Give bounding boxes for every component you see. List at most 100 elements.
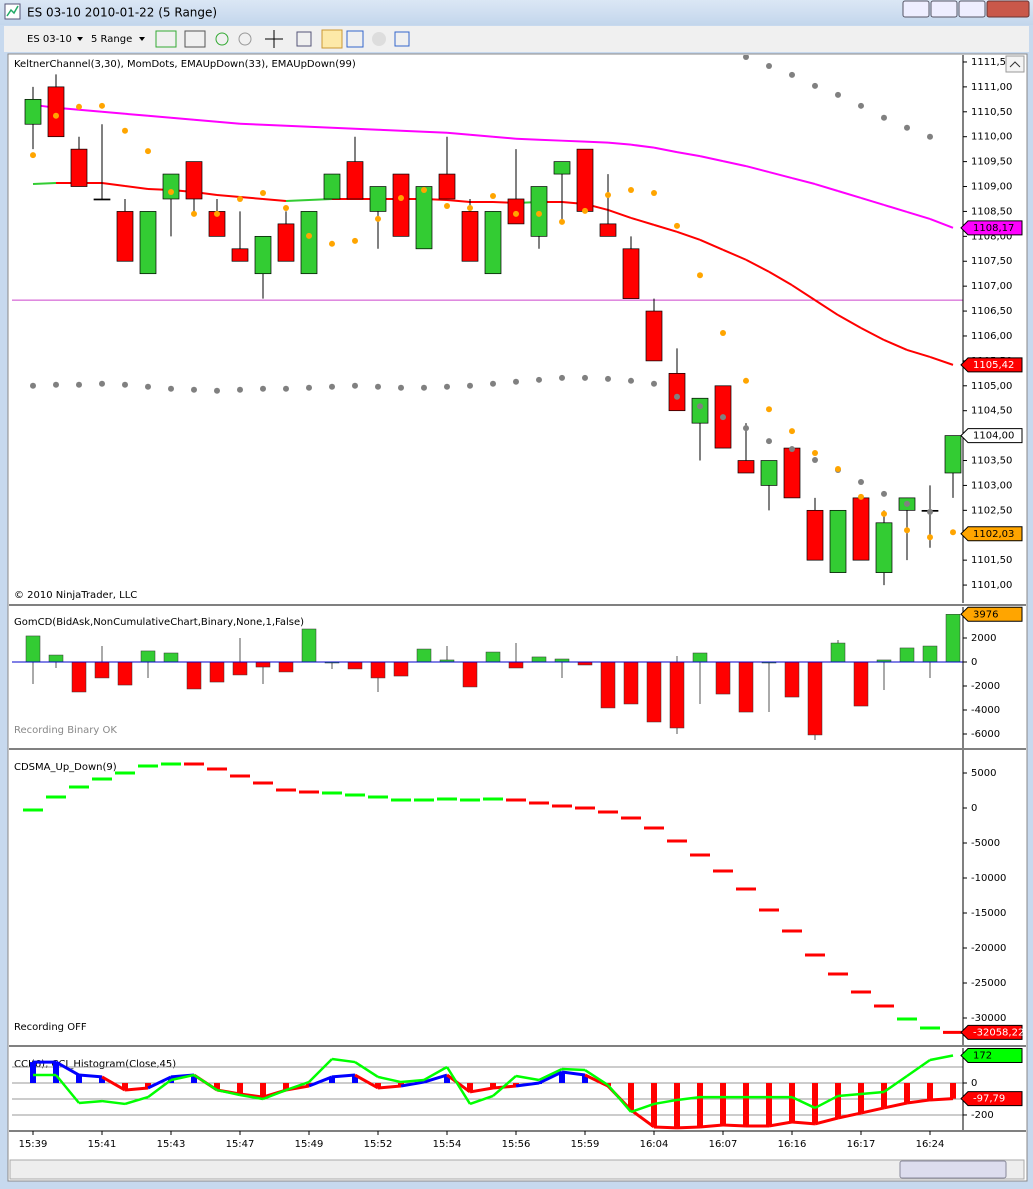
- indicator-line: [400, 129, 425, 133]
- candle-body: [254, 235, 272, 275]
- mom-dot: [927, 133, 933, 140]
- restore-button[interactable]: [930, 0, 958, 18]
- histogram-bar: [628, 1083, 634, 1111]
- histogram-bar: [467, 1083, 473, 1092]
- cci-line: [607, 1084, 632, 1113]
- y-tick-label: 0: [971, 1078, 977, 1089]
- mom-dot: [605, 375, 611, 382]
- histogram-bar: [835, 1083, 841, 1119]
- cci-line: [308, 1058, 333, 1083]
- sim-button[interactable]: [372, 32, 386, 46]
- histogram-bar: [122, 1083, 128, 1091]
- candle-body: [645, 310, 663, 362]
- mom-dot: [237, 386, 243, 393]
- mom-dot: [375, 383, 381, 390]
- last-value-marker: [960, 526, 1023, 542]
- indicator-line: [469, 133, 494, 138]
- horizontal-scrollbar[interactable]: [9, 1159, 1025, 1180]
- histogram-bar: [145, 1083, 151, 1088]
- candle-body: [116, 211, 134, 262]
- delta-bar: [669, 661, 685, 729]
- candle-body: [760, 460, 778, 486]
- histogram-line: [308, 1075, 333, 1088]
- maximize-button[interactable]: [958, 0, 986, 18]
- zoom-in-button[interactable]: [215, 32, 229, 46]
- histogram-bar: [329, 1076, 335, 1084]
- mom-dot: [927, 534, 933, 541]
- delta-bar: [48, 654, 64, 663]
- candle-body: [185, 161, 203, 200]
- mom-dot: [283, 204, 289, 211]
- histogram-line: [377, 1084, 402, 1090]
- y-tick-label: 1107,50: [971, 256, 1012, 267]
- instrument-selector[interactable]: ES 03-10: [27, 34, 72, 45]
- histogram-bar: [99, 1076, 105, 1084]
- mom-dot: [674, 222, 680, 229]
- candle-body: [622, 248, 640, 299]
- properties-button[interactable]: [296, 31, 312, 47]
- indicator-line: [101, 110, 126, 115]
- mom-dot: [76, 381, 82, 388]
- histogram-line: [55, 1060, 80, 1077]
- histogram-line: [722, 1123, 747, 1128]
- last-value-marker: [960, 220, 1023, 236]
- delta-bar: [853, 661, 869, 707]
- mom-dot: [950, 529, 956, 536]
- indicator-line: [262, 197, 287, 202]
- indicator-line: [722, 248, 747, 261]
- scrollbar-thumb[interactable]: [899, 1160, 1007, 1179]
- last-value-label: -32058,22: [973, 1027, 1024, 1038]
- indicator-line: [860, 197, 885, 206]
- close-button[interactable]: [986, 0, 1030, 18]
- candle-body: [829, 509, 847, 573]
- histogram-line: [676, 1125, 701, 1130]
- draw-tool-button[interactable]: [184, 30, 206, 48]
- mom-dot: [260, 189, 266, 196]
- mom-dot: [536, 210, 542, 217]
- candle-body: [852, 497, 870, 561]
- x-tick-label: 15:56: [502, 1139, 531, 1150]
- histogram-line: [630, 1108, 655, 1129]
- mom-dot: [467, 382, 473, 389]
- y-tick-label: 1104,50: [971, 406, 1012, 417]
- zoom-out-button[interactable]: [238, 32, 252, 46]
- delta-bar: [807, 661, 823, 736]
- period-selector[interactable]: 5 Range: [91, 34, 132, 45]
- minimize-button[interactable]: [902, 0, 930, 18]
- scroll-up-button[interactable]: [1005, 55, 1025, 73]
- histogram-bar: [743, 1083, 749, 1127]
- mom-dot: [536, 376, 542, 383]
- indicator-line: [722, 160, 747, 168]
- x-tick-label: 15:49: [295, 1139, 324, 1150]
- histogram-bar: [53, 1062, 59, 1084]
- cci-line: [101, 1099, 126, 1106]
- cci-line: [193, 1073, 218, 1092]
- mom-dot: [214, 210, 220, 217]
- mom-dot: [720, 414, 726, 421]
- indicator-line: [676, 230, 701, 241]
- delta-bar: [922, 645, 938, 663]
- last-value-label: -97,79: [973, 1094, 1005, 1105]
- delta-bar: [278, 661, 294, 673]
- indicator-line: [492, 135, 517, 140]
- x-tick-label: 15:43: [157, 1139, 186, 1150]
- y-tick-label: 1106,00: [971, 331, 1012, 342]
- histogram-line: [906, 1098, 931, 1105]
- last-value-label: 172: [973, 1051, 992, 1062]
- y-tick-label: -4000: [971, 705, 1000, 716]
- indicator-button[interactable]: [346, 30, 364, 48]
- delta-bar: [830, 642, 846, 663]
- mom-dot: [329, 383, 335, 390]
- strategy-button[interactable]: [321, 29, 343, 49]
- candle-body: [944, 435, 962, 474]
- indicator-line: [791, 284, 816, 301]
- candle-body: [93, 198, 111, 201]
- candle-body: [553, 161, 571, 175]
- y-tick-label: 1110,50: [971, 107, 1012, 118]
- delta-bar: [738, 661, 754, 713]
- data-box-button[interactable]: [394, 31, 410, 47]
- chart-style-button[interactable]: [155, 30, 177, 48]
- crosshair-button[interactable]: [265, 30, 283, 48]
- indicator-line: [101, 182, 126, 188]
